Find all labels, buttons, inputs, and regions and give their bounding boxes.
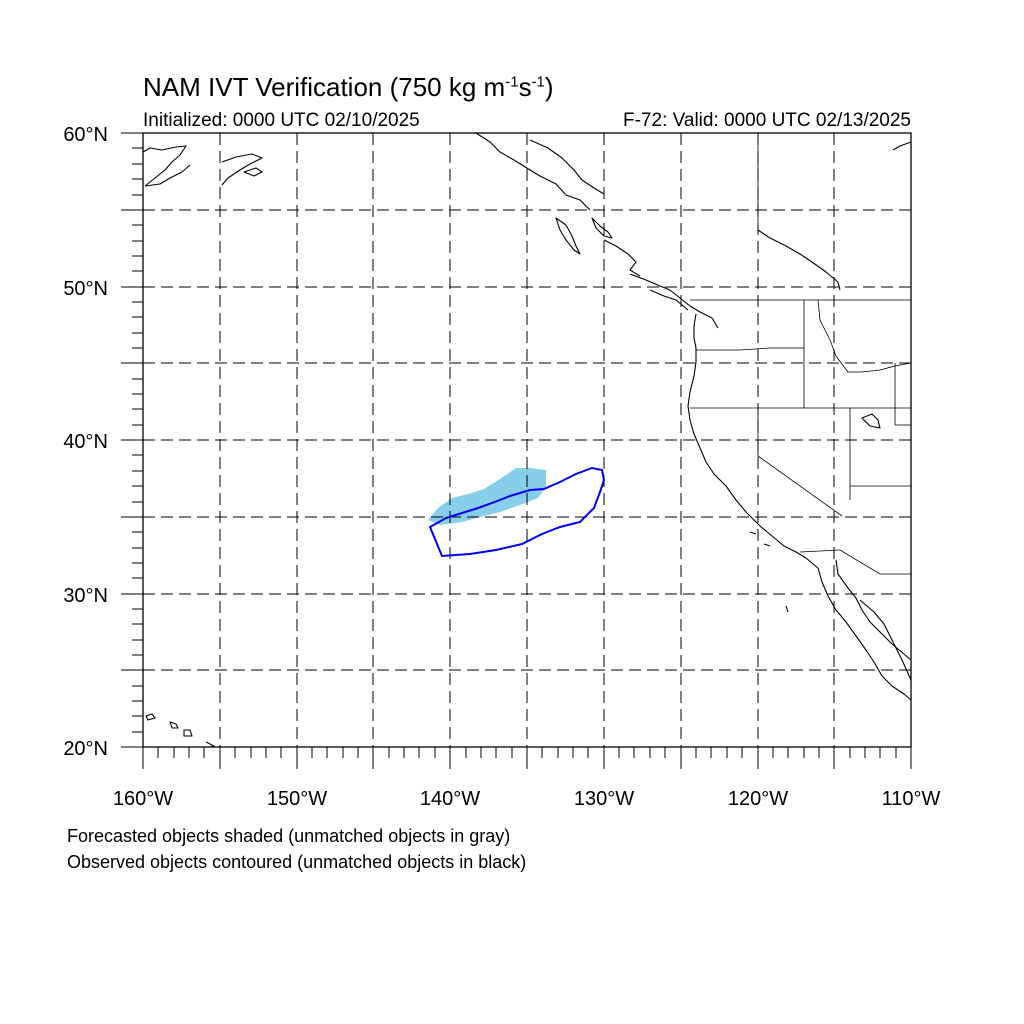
lat-label-50: 50°N — [63, 278, 108, 300]
lon-label-110w: 110°W — [882, 788, 941, 810]
lon-label-160w: 160°W — [113, 788, 173, 810]
lat-label-40: 40°N — [63, 431, 108, 453]
lat-label-60: 60°N — [63, 124, 108, 146]
lon-label-150w: 150°W — [267, 788, 327, 810]
lon-label-130w: 130°W — [574, 788, 634, 810]
initialized-time: Initialized: 0000 UTC 02/10/2025 — [143, 110, 420, 131]
graticule — [143, 133, 911, 747]
lon-label-140w: 140°W — [420, 788, 480, 810]
state-borders — [690, 133, 912, 575]
forecast-note: Forecasted objects shaded (unmatched obj… — [67, 826, 511, 846]
lat-label-30: 30°N — [63, 585, 108, 607]
valid-time: F-72: Valid: 0000 UTC 02/13/2025 — [623, 110, 911, 131]
map-title: NAM IVT Verification (750 kg m-1s-1) — [143, 72, 554, 102]
forecast-object — [428, 468, 546, 525]
observed-object-contour — [428, 466, 606, 558]
lon-label-120w: 120°W — [728, 788, 788, 810]
coastlines — [142, 132, 912, 748]
lat-label-20: 20°N — [63, 738, 108, 760]
observed-note: Observed objects contoured (unmatched ob… — [67, 852, 527, 872]
tick-marks — [121, 132, 912, 769]
